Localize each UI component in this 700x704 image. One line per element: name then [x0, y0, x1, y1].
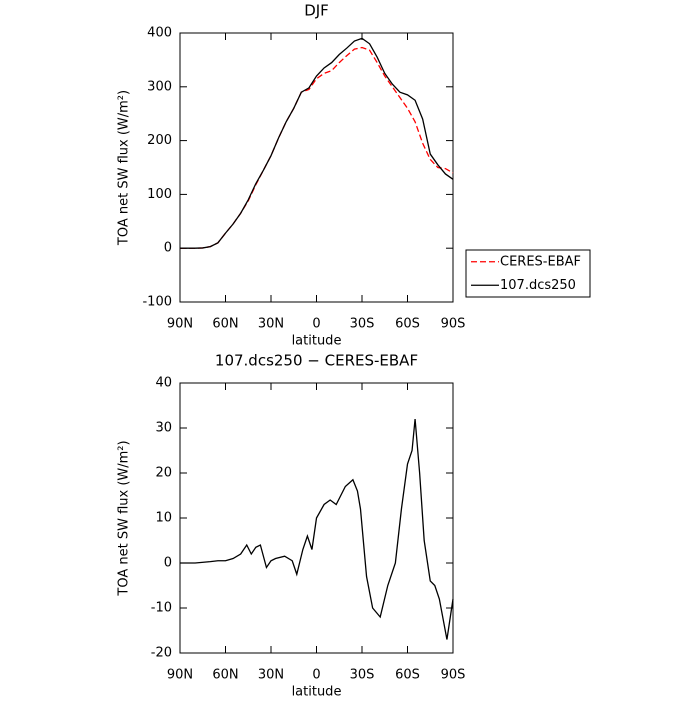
- y-tick-label: 0: [164, 556, 172, 571]
- x-tick-label: 30S: [350, 317, 375, 332]
- legend-label: 107.dcs250: [500, 278, 576, 293]
- x-tick-label: 60N: [212, 668, 238, 683]
- x-tick-label: 0: [312, 668, 320, 683]
- x-tick-label: 60S: [395, 317, 420, 332]
- y-tick-label: 400: [147, 26, 172, 41]
- x-tick-label: 30S: [350, 668, 375, 683]
- x-tick-label: 90N: [167, 317, 193, 332]
- data-line: [180, 37, 454, 249]
- legend-box: [465, 249, 591, 298]
- x-axis-label: latitude: [292, 334, 342, 349]
- y-tick-label: 300: [147, 79, 172, 94]
- x-tick-label: 30N: [258, 668, 284, 683]
- y-tick-label: -100: [142, 295, 172, 310]
- data-line: [180, 46, 454, 249]
- x-tick-label: 90N: [167, 668, 193, 683]
- x-tick-label: 0: [312, 317, 320, 332]
- x-tick-label: 30N: [258, 317, 284, 332]
- x-tick-label: 90S: [441, 317, 466, 332]
- y-tick-label: 10: [155, 511, 172, 526]
- y-tick-label: 0: [164, 241, 172, 256]
- chart-title: 107.dcs250 − CERES-EBAF: [215, 352, 418, 370]
- y-tick-label: 20: [155, 466, 172, 481]
- legend-label: CERES-EBAF: [500, 254, 581, 269]
- data-line: [180, 418, 454, 640]
- x-tick-label: 90S: [441, 668, 466, 683]
- x-axis-label: latitude: [292, 685, 342, 700]
- y-tick-label: -10: [151, 601, 172, 616]
- y-axis-label: TOA net SW flux (W/m²): [117, 90, 132, 246]
- chart-title: DJF: [304, 2, 329, 20]
- y-tick-label: 200: [147, 133, 172, 148]
- x-tick-label: 60N: [212, 317, 238, 332]
- y-axis-label: TOA net SW flux (W/m²): [117, 440, 132, 596]
- x-tick-label: 60S: [395, 668, 420, 683]
- y-tick-label: 30: [155, 421, 172, 436]
- plot-frame: [179, 32, 454, 303]
- y-tick-label: 40: [155, 376, 172, 391]
- y-tick-label: -20: [151, 646, 172, 661]
- y-tick-label: 100: [147, 187, 172, 202]
